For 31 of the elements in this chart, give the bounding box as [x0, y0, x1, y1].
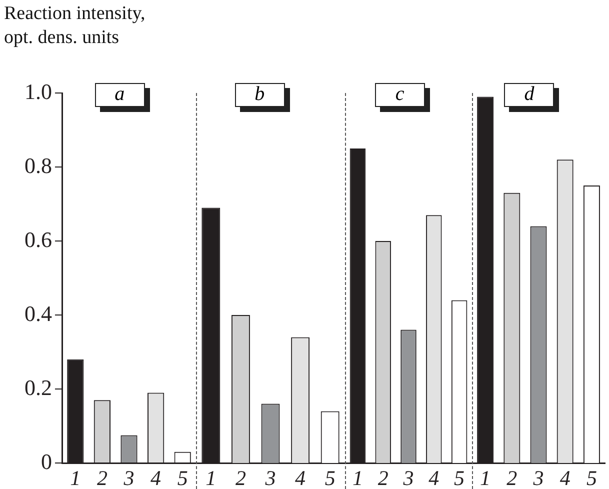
x-tick-label: 5 [177, 466, 188, 489]
x-tick-label: 3 [402, 466, 414, 489]
x-tick-label: 4 [295, 466, 306, 489]
chart-title: c [374, 83, 425, 107]
x-tick-label: 5 [454, 466, 465, 489]
x-tick-label: 3 [532, 466, 544, 489]
x-tick-label: 1 [206, 466, 216, 489]
y-tick-label: 1.0 [24, 78, 52, 104]
x-tick-label: 1 [480, 466, 491, 489]
x-tick-label: 4 [560, 466, 571, 489]
x-tick-label: 5 [586, 466, 597, 489]
x-tick-label: 4 [428, 466, 440, 489]
x-tick-label: 2 [96, 466, 108, 489]
x-tick-label: 2 [506, 466, 518, 489]
x-tick-label: 3 [264, 466, 276, 489]
x-tick-label: 2 [378, 466, 389, 489]
chart-title: b [234, 83, 285, 107]
x-tick-label: 2 [235, 466, 246, 489]
x-tick-label: 4 [150, 466, 162, 489]
x-tick-label: 3 [122, 466, 134, 489]
x-tick-label: 1 [70, 466, 81, 489]
y-tick-label: 0.4 [24, 300, 52, 326]
x-tick-label: 1 [352, 466, 363, 489]
chart-title: d [504, 83, 554, 107]
y-tick-label: 0.2 [24, 374, 52, 400]
y-tick-label: 0 [41, 448, 52, 474]
x-tick-label: 5 [324, 466, 336, 489]
chart-title: a [94, 83, 145, 107]
y-tick-label: 0.8 [24, 152, 52, 178]
y-axis-title: Reaction intensity, opt. dens. units [4, 2, 146, 50]
y-tick-label: 0.6 [24, 226, 52, 252]
